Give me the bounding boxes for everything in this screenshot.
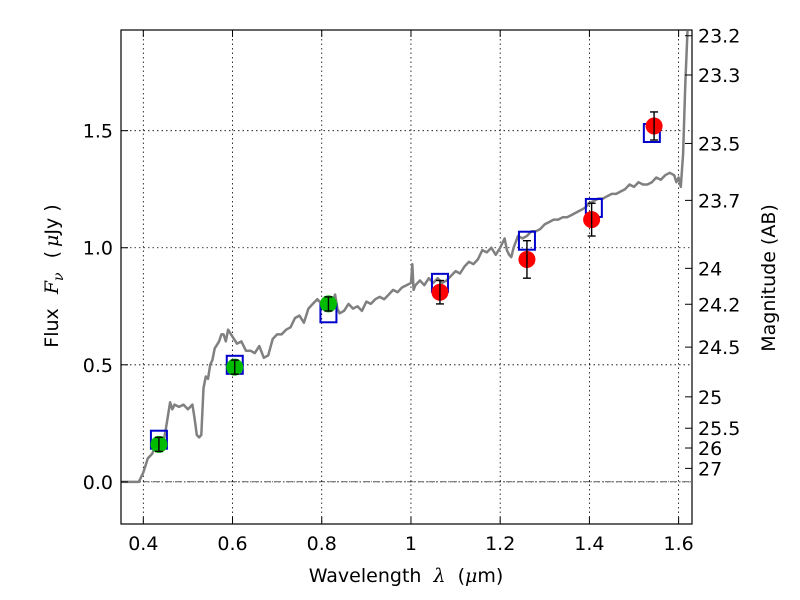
observed-photometry-layer (150, 111, 663, 453)
y-tick-label: 0.5 (83, 355, 113, 377)
y-tick-label: 1.0 (83, 238, 113, 260)
x-label-text: Wavelength (309, 565, 422, 587)
x-tick-label: 1.6 (664, 533, 694, 555)
x-tick-label: 0.8 (307, 533, 337, 555)
magnitude-tick-label: 23.3 (698, 65, 740, 87)
magnitude-tick-label: 27 (698, 458, 722, 480)
plot-frame (120, 29, 693, 525)
y-tick-label: 0.0 (83, 472, 113, 494)
magnitude-tick-label: 24 (698, 258, 722, 280)
magnitude-tick-label: 25.5 (698, 418, 740, 440)
magnitude-tick-label: 24.2 (698, 294, 740, 316)
y-label-unit-rest: Jy ) (41, 204, 63, 235)
x-label-unit-open: ( (458, 565, 465, 587)
magnitude-axis-label: Magnitude (AB) (758, 204, 780, 352)
magnitude-tick-label: 23.7 (698, 190, 740, 212)
magnitude-tick-label: 23.2 (698, 26, 740, 48)
x-tick-label: 0.6 (217, 533, 247, 555)
x-tick-label: 1 (405, 533, 417, 555)
x-tick-label: 1.2 (485, 533, 515, 555)
x-label-unit-rest: m) (477, 565, 503, 587)
y-label-symbol-nu: ν (51, 272, 67, 281)
y-tick-label: 1.5 (83, 121, 113, 143)
y-axis-label: Flux Fν ( μJy ) (41, 204, 68, 347)
x-label-symbol: λ (432, 565, 445, 587)
x-tick-label: 1.4 (574, 533, 604, 555)
magnitude-tick-label: 26 (698, 438, 722, 460)
magnitude-tick-label: 24.5 (698, 337, 740, 359)
grid (121, 30, 692, 524)
x-tick-label: 0.4 (128, 533, 158, 555)
magnitude-tick-label: 23.5 (698, 133, 740, 155)
x-axis-label: Wavelength λ (μm) (309, 565, 504, 587)
axis-ticks: 0.4 0.6 0.8 1 1.2 1.4 1.6 0.0 0.5 1.0 1.5 23.2 23.3 2… (83, 26, 741, 555)
y-label-unit-open: ( (41, 251, 63, 258)
x-label-unit-mu: μ (465, 565, 477, 587)
y-label-symbol-f: F (41, 280, 63, 295)
y-label-unit-mu: μ (41, 235, 63, 247)
y-label-text: Flux (41, 308, 63, 348)
magnitude-tick-label: 25 (698, 387, 722, 409)
